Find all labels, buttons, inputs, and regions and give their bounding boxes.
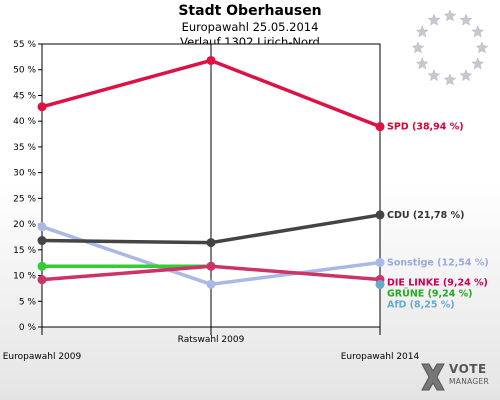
series-labels: Sonstige (12,54 %) CDU (21,78 %) GRÜNE (9,…: [387, 122, 489, 311]
y-tick-label: 40 %: [13, 117, 36, 127]
y-tick-label: 50 %: [13, 66, 36, 76]
data-point: [37, 236, 47, 246]
series-afd: [375, 280, 385, 290]
vote-x-icon: [421, 363, 445, 391]
eu-star-icon: [459, 69, 473, 82]
data-point: [375, 280, 385, 290]
eu-star-icon: [459, 13, 473, 26]
chart-title: Stadt Oberhausen: [178, 3, 322, 19]
eu-star-icon: [415, 25, 429, 38]
eu-star-icon: [443, 9, 457, 22]
y-tick-label: 25 %: [13, 194, 36, 204]
data-point: [375, 257, 385, 267]
x-tick-label: Europawahl 2014: [341, 352, 420, 362]
series-cdu: [37, 210, 385, 248]
eu-stars-icon: [411, 9, 489, 86]
eu-star-icon: [475, 41, 489, 54]
y-tick-label: 20 %: [13, 220, 36, 230]
series-label-cdu: CDU (21,78 %): [387, 210, 464, 221]
chart-subtitle-election: Europawahl 25.05.2014: [181, 20, 319, 34]
y-tick-label: 5 %: [19, 297, 37, 307]
eu-star-icon: [471, 25, 485, 38]
eu-star-icon: [427, 13, 441, 26]
y-tick-label: 55 %: [13, 40, 36, 50]
y-tick-label: 10 %: [13, 272, 36, 282]
eu-star-icon: [427, 69, 441, 82]
data-point: [206, 279, 216, 289]
eu-star-icon: [411, 41, 425, 54]
y-tick-label: 45 %: [13, 91, 36, 101]
x-tick-label: Europawahl 2009: [3, 352, 82, 362]
series-label-die-linke: DIE LINKE (9,24 %): [387, 278, 488, 289]
eu-star-icon: [415, 57, 429, 70]
data-point: [37, 261, 47, 271]
data-point: [375, 210, 385, 220]
series-label-spd: SPD (38,94 %): [387, 122, 464, 133]
x-tick-label: Ratswahl 2009: [178, 335, 245, 345]
y-tick-label: 15 %: [13, 246, 36, 256]
series-label-gr-ne: GRÜNE (9,24 %): [387, 289, 473, 300]
data-point: [37, 102, 47, 112]
votemanager-logo: VOTE MANAGER: [419, 360, 494, 394]
series-label-afd: AfD (8,25 %): [387, 300, 455, 311]
series-spd: [37, 55, 385, 132]
y-tick-label: 0 %: [19, 323, 37, 333]
data-point: [206, 55, 216, 65]
series-lines: [37, 55, 385, 290]
series-label-sonstige: Sonstige (12,54 %): [387, 258, 489, 269]
data-point: [206, 261, 216, 271]
logo-manager-text: MANAGER: [449, 377, 490, 386]
series-sonstige: [37, 222, 385, 289]
y-tick-label: 35 %: [13, 143, 36, 153]
eu-star-icon: [443, 73, 457, 86]
data-point: [37, 275, 47, 285]
logo-vote-text: VOTE: [449, 362, 487, 376]
y-tick-label: 30 %: [13, 169, 36, 179]
chart-header: Stadt Oberhausen Europawahl 25.05.2014 V…: [0, 2, 500, 50]
data-point: [206, 238, 216, 248]
eu-star-icon: [471, 57, 485, 70]
data-point: [37, 222, 47, 232]
y-axis: 0 % 5 % 10 % 15 % 20 % 25 % 30 % 35 % 40 % 45 % 50…: [13, 40, 42, 333]
data-point: [375, 122, 385, 132]
